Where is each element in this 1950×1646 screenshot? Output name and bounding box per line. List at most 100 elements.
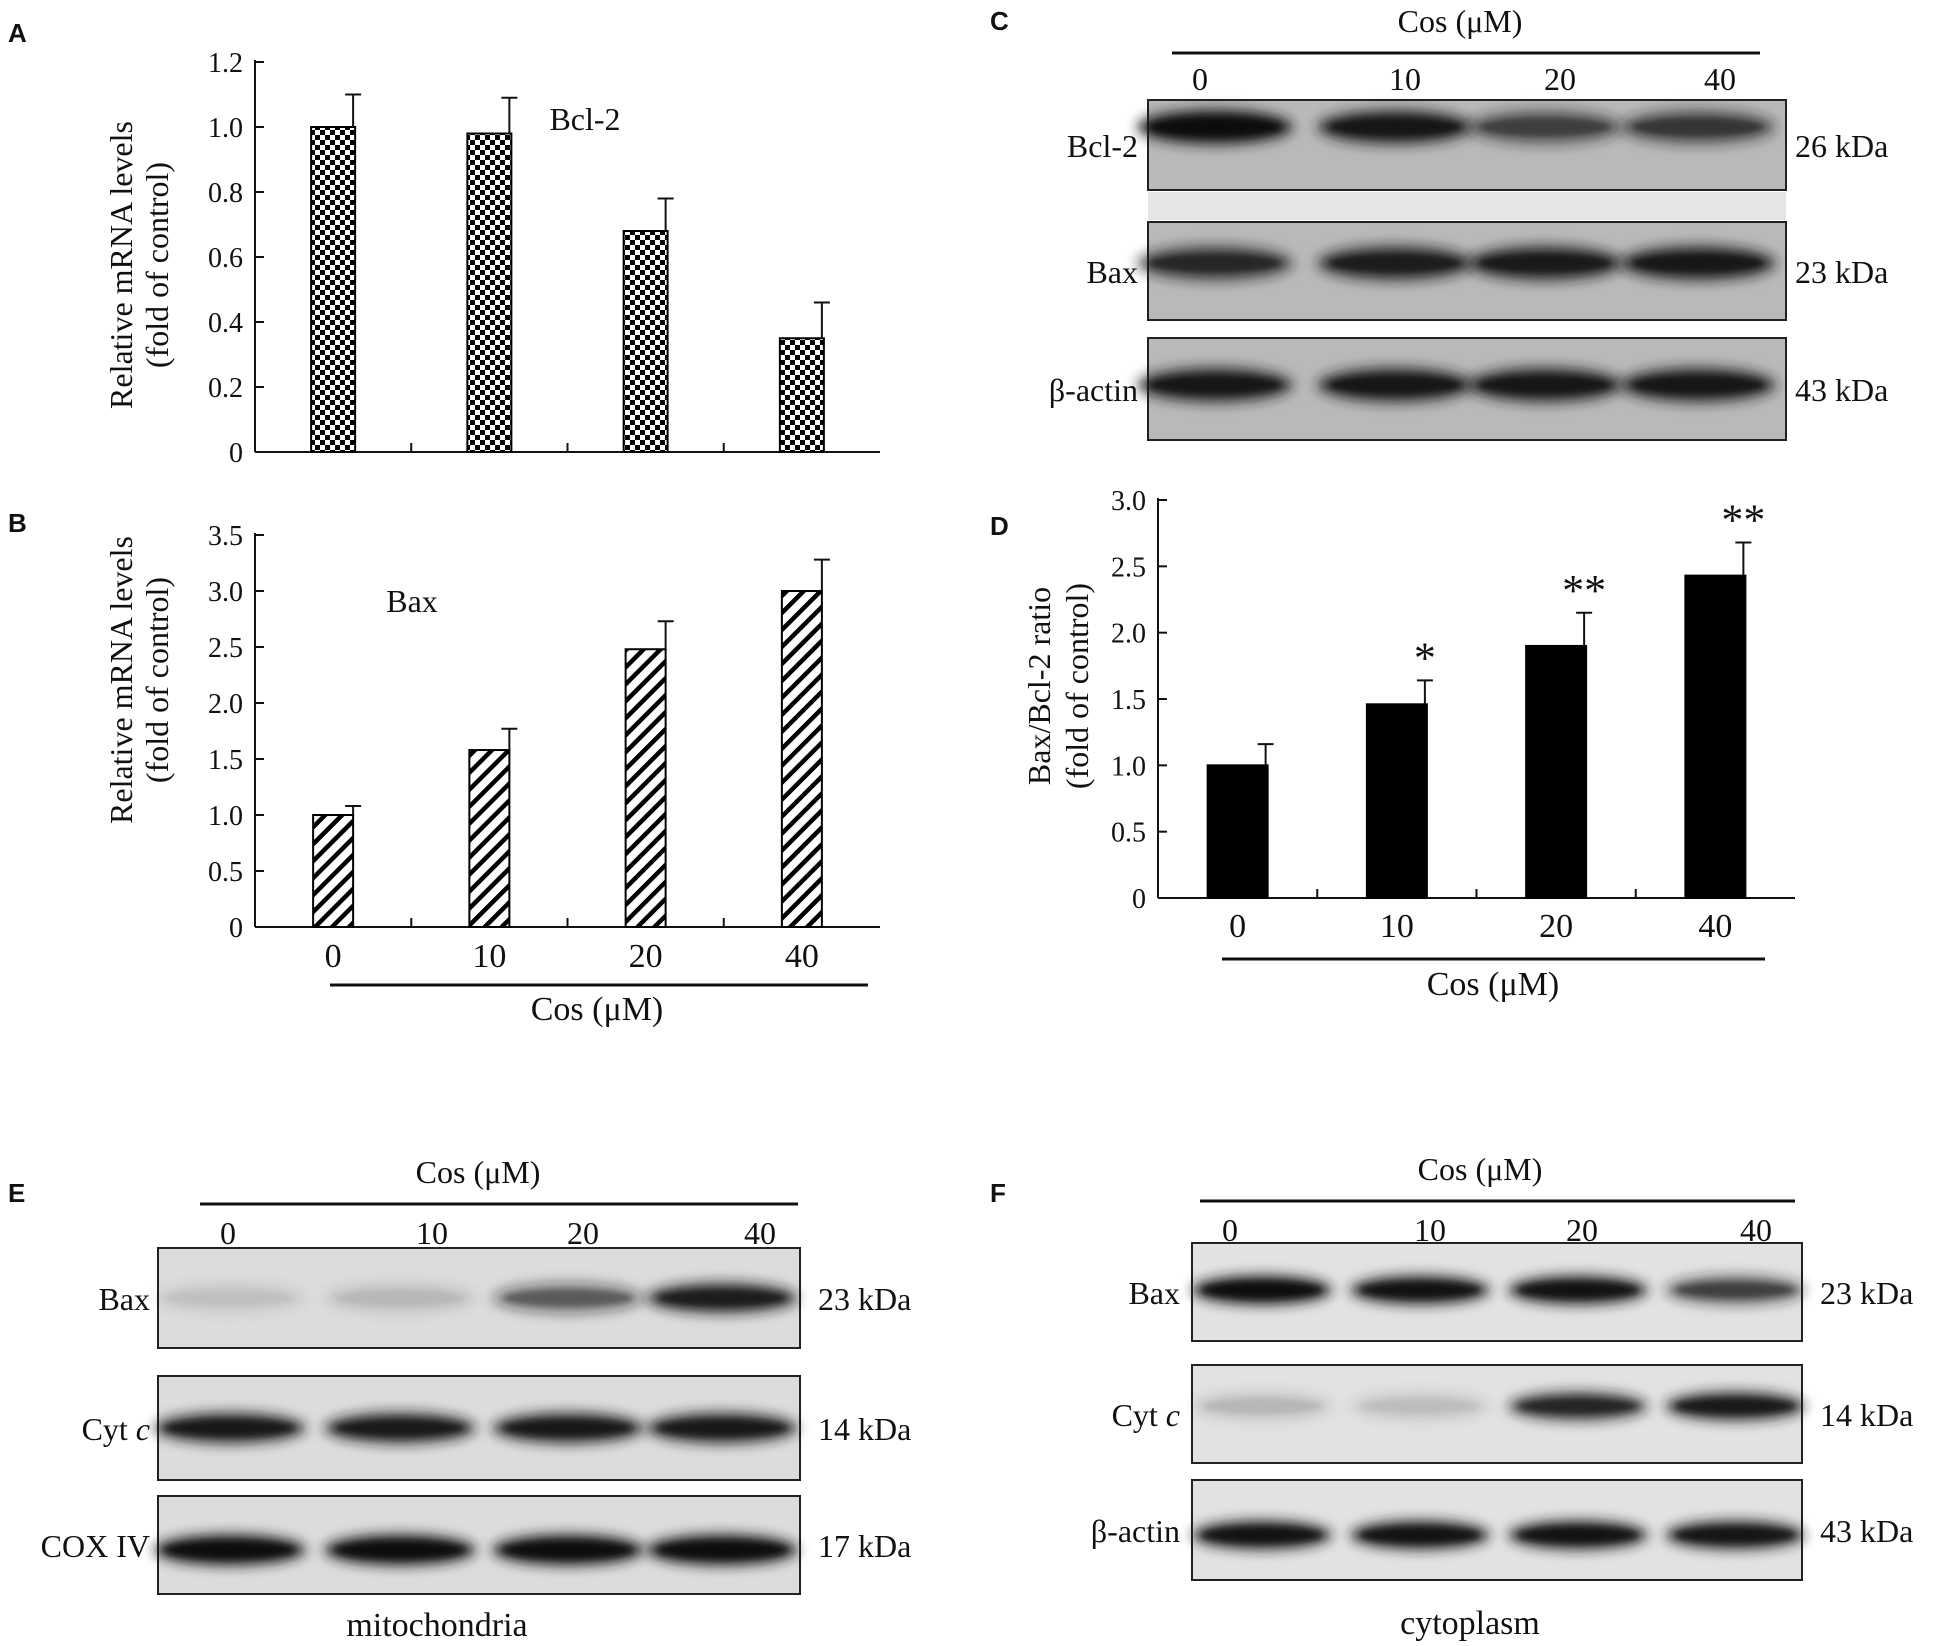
chart-a-title: Bcl-2 [549,101,620,137]
blot-e-band-core [503,1289,633,1307]
chart-a-bar [310,126,357,453]
chart-b-ylabel-line1: Relative mRNA levels [103,536,139,824]
blot-c-lane-label: 20 [1544,61,1576,97]
chart-b-ylabel-line2: (fold of control) [139,577,175,783]
chart-d-x-tick-label: 10 [1380,908,1414,945]
chart-d-ylabel-line1: Bax/Bcl-2 ratio [1021,587,1057,785]
chart-b-x-tick-label: 20 [629,938,663,975]
blot-f-band-core [1202,1526,1322,1544]
chart-a-y-tick-label: 0.2 [208,373,243,404]
chart-a-y-tick-label: 0.6 [208,243,243,274]
blot-c-band-core [1478,253,1612,274]
blot-c-band-core [1148,375,1282,395]
panel-label-c: C [990,6,1009,36]
blot-c-band-core [1148,117,1282,137]
blot-f-band-core [1675,1526,1795,1544]
panel-c-western-blot: C Cos (μM) 0 10 20 40 Bcl-2 26 kDa Bax 23 kDa β-… [990,3,1888,441]
blot-f-band-core [1675,1281,1795,1299]
blot-e-lane-label: 10 [416,1215,448,1251]
blot-f-band-core [1202,1281,1322,1299]
blot-c-band-core [1328,117,1462,137]
chart-b-y-tick-label: 0 [229,913,243,944]
panel-d-bax-bcl2-ratio-chart: D Bax/Bcl-2 ratio (fold of control) Cos … [990,486,1795,1003]
blot-e-band-core [657,1541,787,1559]
chart-b-y-tick-label: 3.5 [208,521,243,552]
chart-a-bar [466,132,513,453]
blot-c-band-core [1631,375,1765,395]
chart-d-significance-marker: ** [1562,566,1606,615]
panel-label-a: A [8,18,27,48]
blot-f-protein-label: Cyt c [1112,1397,1180,1433]
blot-c-band-core [1328,375,1462,395]
blot-e-band-core [165,1289,295,1307]
blot-c-separator [1148,192,1786,220]
chart-b-bar [468,749,511,928]
blot-e-protein-label: COX IV [41,1528,150,1564]
blot-f-size-label: 23 kDa [1820,1275,1913,1311]
chart-b-y-tick-label: 0.5 [208,857,243,888]
blot-e-protein-label: Cyt c [82,1411,150,1447]
chart-d-bar [1365,703,1428,899]
blot-e-size-label: 14 kDa [818,1411,911,1447]
blot-e-lane-label: 0 [220,1215,236,1251]
chart-d-bar [1525,644,1588,900]
blot-e-band-core [657,1419,787,1437]
chart-d-bar [1684,574,1747,899]
chart-b-y-tick-label: 3.0 [208,577,243,608]
chart-d-y-tick-label: 2.0 [1111,619,1146,650]
chart-d-significance-marker: * [1414,633,1436,682]
blot-f-band-core [1518,1397,1638,1415]
blot-c-size-label: 43 kDa [1795,372,1888,408]
blot-c-band-core [1148,253,1282,274]
chart-b-y-tick-label: 1.5 [208,745,243,776]
chart-d-y-tick-label: 2.5 [1111,552,1146,583]
chart-b-bar [624,648,667,928]
panel-b-bax-mrna-chart: B Bax Relative mRNA levels (fold of cont… [8,508,880,1028]
chart-b-x-tick-label: 0 [325,938,342,975]
panel-label-e: E [8,1178,25,1208]
chart-a-y-tick-label: 0.8 [208,178,243,209]
blot-c-protein-label: Bax [1086,254,1138,290]
blot-e-caption: mitochondria [346,1607,527,1644]
chart-a-ylabel-line2: (fold of control) [139,162,175,368]
blot-e-band-core [657,1289,787,1307]
chart-d-y-tick-label: 0.5 [1111,818,1146,849]
blot-f-band-core [1518,1526,1638,1544]
panel-a-bcl2-mrna-chart: A Bcl-2 Relative mRNA levels (fold of co… [8,18,880,469]
blot-c-size-label: 26 kDa [1795,128,1888,164]
chart-b-title: Bax [386,583,438,619]
blot-c-lane-label: 0 [1192,61,1208,97]
blot-c-band-core [1631,117,1765,137]
blot-f-band-core [1360,1281,1480,1299]
blot-e-band-core [503,1419,633,1437]
chart-b-y-tick-label: 2.0 [208,689,243,720]
blot-f-band-core [1360,1397,1480,1415]
chart-d-bar [1206,764,1269,899]
blot-c-band-core [1328,253,1462,274]
blot-c-size-label: 23 kDa [1795,254,1888,290]
blot-c-protein-label: β-actin [1049,372,1138,408]
chart-b-bar [780,590,823,928]
blot-e-band-core [335,1289,465,1307]
panel-e-mitochondria-blot: E Cos (μM) mitochondria 0 10 20 40 Bax 23 kDa… [8,1154,911,1644]
panel-label-d: D [990,511,1009,541]
blot-f-lane-label: 0 [1222,1212,1238,1248]
blot-e-lane-label: 40 [744,1215,776,1251]
chart-b-bar [312,814,355,928]
blot-e-lane-label: 20 [567,1215,599,1251]
chart-a-ylabel-line1: Relative mRNA levels [103,121,139,409]
panel-label-b: B [8,508,27,538]
blot-c-band-core [1631,253,1765,274]
blot-f-size-label: 43 kDa [1820,1513,1913,1549]
chart-b-x-tick-label: 10 [472,938,506,975]
blot-f-caption: cytoplasm [1400,1605,1540,1642]
blot-c-lane-label: 40 [1704,61,1736,97]
blot-f-band-core [1202,1397,1322,1415]
blot-f-protein-label: β-actin [1091,1513,1180,1549]
blot-f-band-core [1675,1397,1795,1415]
blot-e-size-label: 23 kDa [818,1281,911,1317]
chart-b-y-tick-label: 1.0 [208,801,243,832]
chart-d-x-tick-label: 40 [1698,908,1732,945]
blot-e-band-core [335,1541,465,1559]
